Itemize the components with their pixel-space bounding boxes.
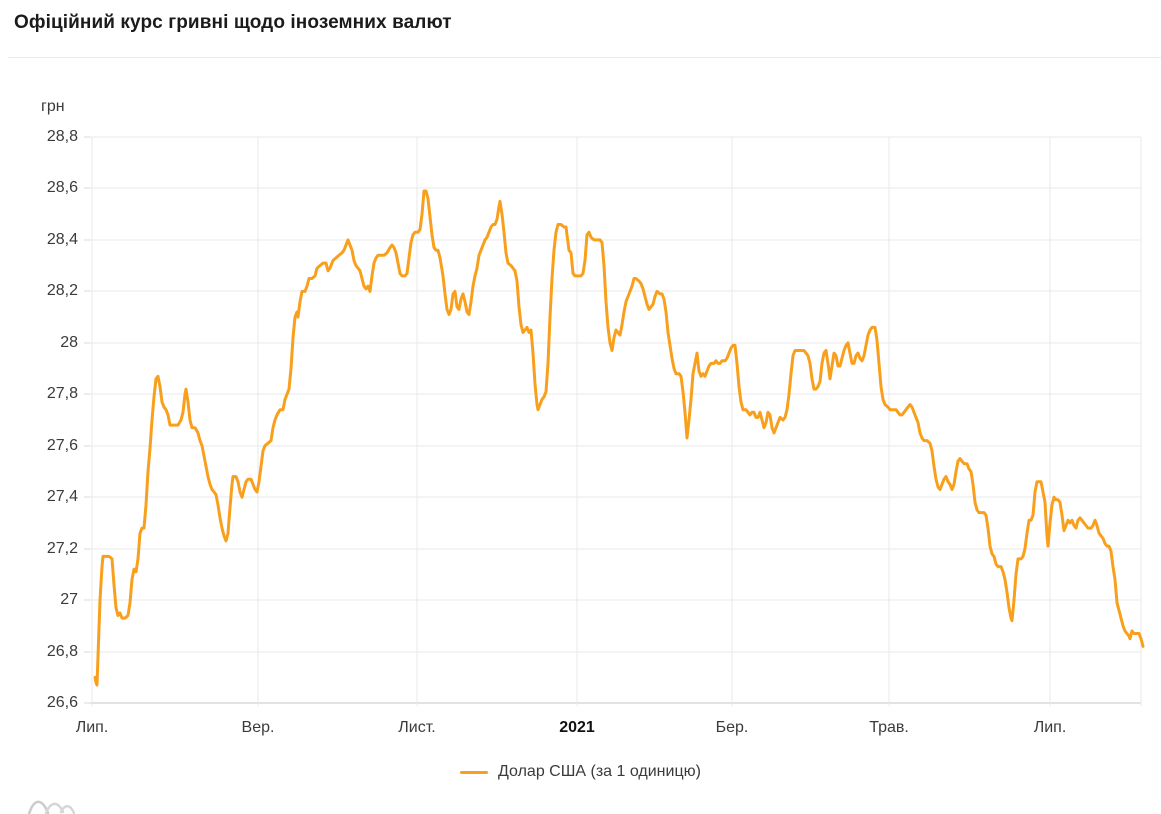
y-tick-label: 28,8	[46, 128, 78, 145]
y-tick-label: 26,6	[46, 694, 78, 711]
x-tick-label: 2021	[559, 719, 595, 736]
y-tick-label: 27,2	[46, 540, 78, 557]
x-tick-label: Бер.	[715, 719, 749, 736]
x-tick-label: Вер.	[241, 719, 275, 736]
y-tick-label: 26,8	[46, 643, 78, 660]
x-tick-label: Лип.	[1033, 719, 1067, 736]
header-divider	[8, 57, 1161, 58]
y-tick-label: 27	[60, 591, 78, 608]
y-tick-label: 27,6	[46, 437, 78, 454]
y-axis-title: грн	[41, 98, 65, 115]
y-tick-label: 28,2	[46, 282, 78, 299]
y-tick-label: 28,4	[46, 231, 78, 248]
chart-watermark-curves-icon	[27, 800, 76, 814]
x-tick-label: Лип.	[75, 719, 109, 736]
y-tick-label: 27,8	[46, 385, 78, 402]
page-title: Офіційний курс гривні щодо іноземних вал…	[14, 12, 452, 33]
legend-item-label: Долар США (за 1 одиницю)	[498, 763, 701, 780]
y-tick-label: 27,4	[46, 488, 78, 505]
legend-line-marker-icon	[460, 770, 489, 774]
x-tick-label: Лист.	[398, 719, 436, 736]
y-tick-label: 28	[60, 334, 78, 351]
chart-legend: Долар США (за 1 одиницю)	[0, 763, 1161, 781]
legend-item-usd[interactable]: Долар США (за 1 одиницю)	[460, 763, 701, 781]
y-tick-label: 28,6	[46, 179, 78, 196]
x-tick-label: Трав.	[869, 719, 909, 736]
series-line-usd[interactable]	[93, 189, 1145, 687]
